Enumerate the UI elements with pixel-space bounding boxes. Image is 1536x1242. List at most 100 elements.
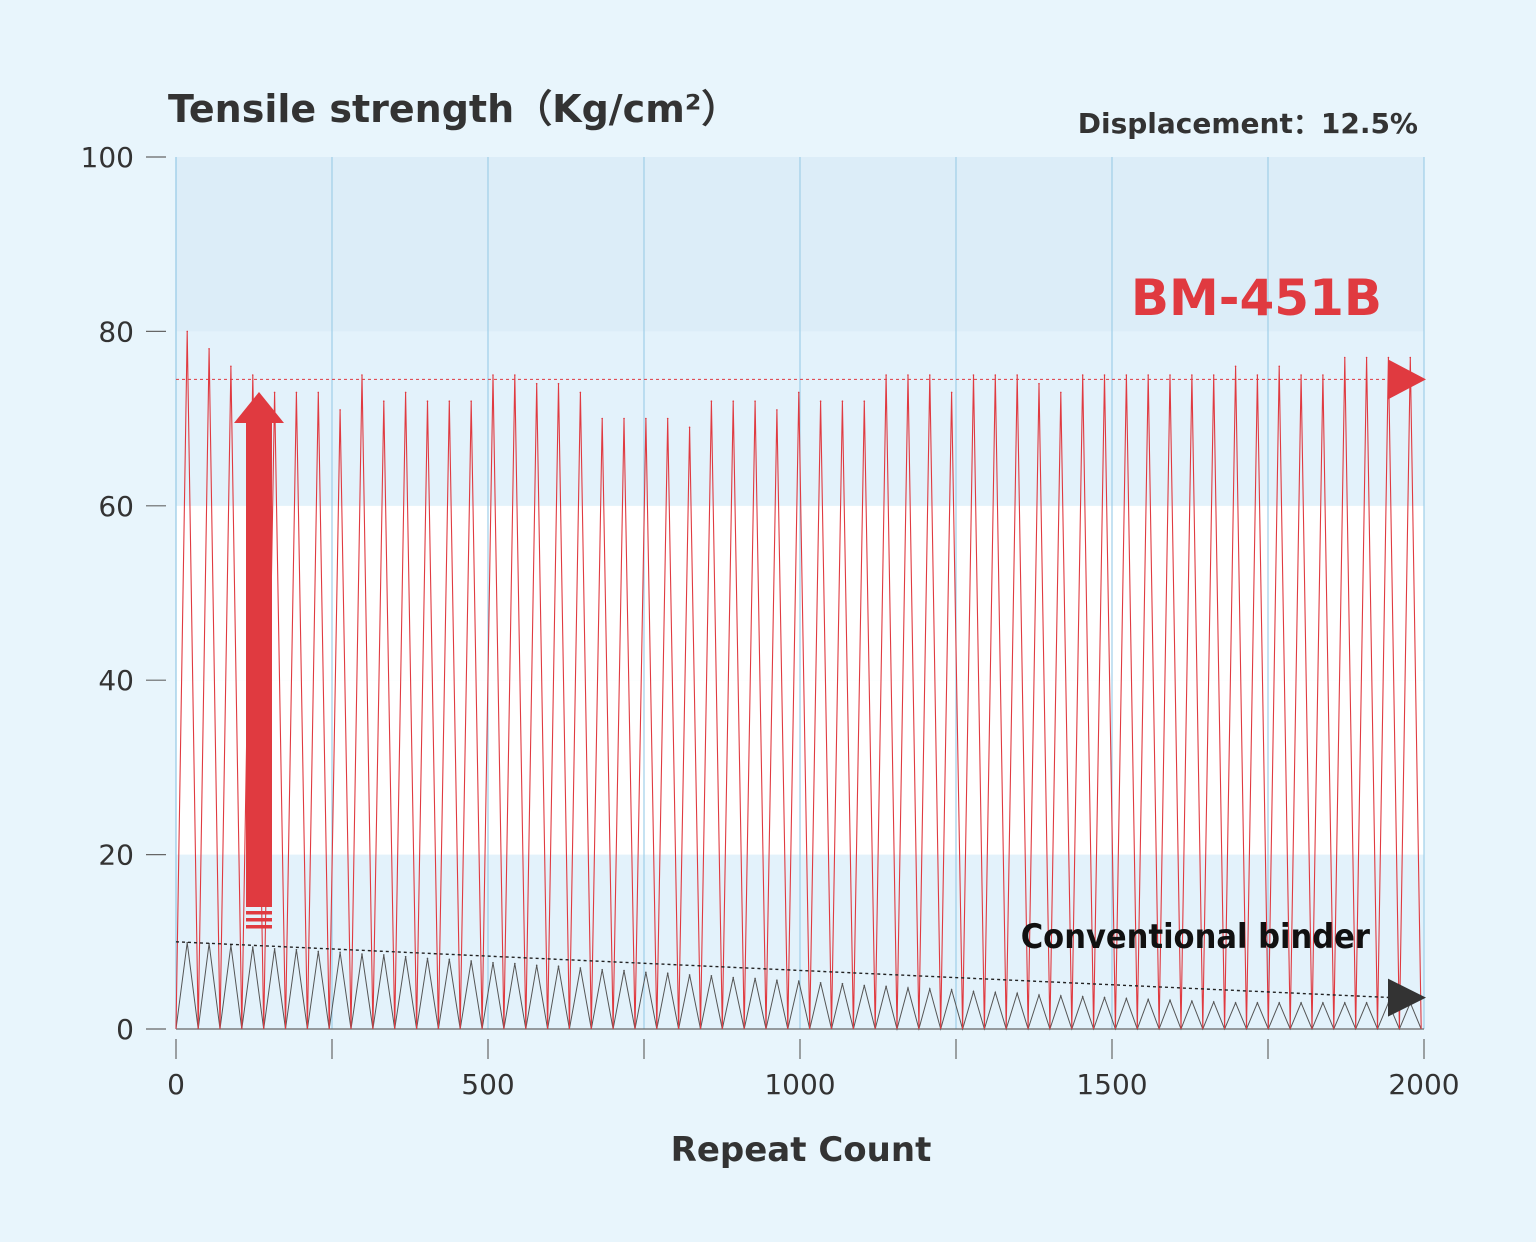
bm-451b-point xyxy=(666,417,669,420)
conventional-binder-point xyxy=(688,974,691,976)
conventional-binder-label: Conventional binder xyxy=(1021,917,1371,957)
conventional-binder-point xyxy=(470,960,472,962)
bm-451b-point xyxy=(1387,356,1390,359)
bm-451b-point xyxy=(928,374,931,376)
x-axis-title: Repeat Count xyxy=(671,1130,932,1170)
bm-451b-point xyxy=(273,391,276,394)
x-tick-label: 2000 xyxy=(1388,1068,1459,1101)
conventional-binder-point xyxy=(1322,1002,1324,1004)
conventional-binder-point xyxy=(885,985,887,988)
x-tick-label: 1500 xyxy=(1076,1068,1147,1101)
bm-451b-point xyxy=(230,365,232,368)
conventional-binder-point xyxy=(535,964,538,967)
conventional-binder-point xyxy=(797,980,800,982)
conventional-binder-point xyxy=(382,954,385,956)
bm-451b-point xyxy=(907,374,909,376)
bm-451b-point xyxy=(514,374,516,376)
bm-451b-point xyxy=(1256,374,1259,376)
bm-451b-point xyxy=(1343,356,1346,359)
conventional-binder-point xyxy=(579,967,582,969)
improvement-arrow-head xyxy=(234,392,284,423)
bm-451b-point xyxy=(710,400,713,402)
bm-451b-point xyxy=(1322,374,1324,376)
conventional-binder-point xyxy=(623,969,625,972)
conventional-binder-point xyxy=(295,948,298,951)
conventional-binder-point xyxy=(645,971,647,974)
bm-451b-point xyxy=(1060,391,1062,394)
conventional-binder-point xyxy=(1038,994,1040,996)
gridlines xyxy=(175,157,1425,1029)
conventional-binder-point xyxy=(1212,1001,1215,1003)
bm-451b-point xyxy=(1191,374,1193,376)
conventional-binder-point xyxy=(1234,1002,1237,1004)
bm-451b-point xyxy=(1409,356,1412,359)
y-tick-label: 20 xyxy=(98,839,134,872)
bm-451b-point xyxy=(186,330,189,333)
bm-451b-point xyxy=(1081,374,1084,376)
conventional-binder-point xyxy=(732,976,735,979)
bm-451b-point xyxy=(1125,374,1128,376)
decorations xyxy=(175,359,1426,1017)
y-tick-label: 60 xyxy=(98,490,134,523)
conventional-binder-point xyxy=(317,950,320,953)
conventional-binder-point xyxy=(557,965,560,968)
conventional-binder-point xyxy=(950,988,953,991)
conventional-binder-point xyxy=(710,975,713,977)
bm-451b-point xyxy=(688,426,691,429)
conventional-binder-point xyxy=(1125,997,1128,1000)
conventional-binder-point xyxy=(1300,1002,1302,1004)
conventional-binder-point xyxy=(1191,1000,1193,1002)
bm-451b-point xyxy=(972,374,975,376)
bm-451b-point xyxy=(885,374,887,376)
conventional-binder-point xyxy=(928,988,931,990)
conventional-binder-point xyxy=(666,972,669,974)
conventional-binder-point xyxy=(1016,992,1018,995)
bm-451b-point xyxy=(404,391,407,394)
conventional-binder-point xyxy=(994,991,997,994)
conventional-binder-point xyxy=(1365,1002,1368,1004)
conventional-binder-point xyxy=(601,968,603,971)
bm-451b-point xyxy=(623,417,625,420)
conventional-binder-point xyxy=(1060,995,1062,997)
y-axis-title: Tensile strength（Kg/cm²） xyxy=(168,87,739,131)
bm-451b-point xyxy=(448,400,451,402)
conventional-binder-point xyxy=(404,955,407,958)
bm-451b-point xyxy=(863,400,866,402)
bm-451b-point xyxy=(208,348,210,350)
y-tick-label: 40 xyxy=(98,664,134,697)
improvement-arrow-stripe-0 xyxy=(246,911,272,915)
conventional-binder-point xyxy=(448,958,451,961)
bm-451b-point xyxy=(361,374,363,376)
bm-451b-point xyxy=(732,400,735,402)
displacement-note: Displacement：12.5% xyxy=(1078,107,1418,140)
conventional-binder-point xyxy=(1278,1002,1281,1004)
bm-451b-label: BM-451B xyxy=(1131,269,1382,327)
conventional-binder-point xyxy=(251,946,254,948)
bm-451b-point xyxy=(601,417,603,420)
conventional-binder-point xyxy=(1147,998,1149,1001)
y-tick-label: 0 xyxy=(116,1013,134,1046)
conventional-binder-point xyxy=(776,979,778,981)
conventional-binder-point xyxy=(1256,1002,1259,1004)
bm-451b-point xyxy=(776,409,778,411)
x-tick-label: 1000 xyxy=(764,1068,835,1101)
conventional-binder-point xyxy=(514,962,516,965)
bm-451b-point xyxy=(754,400,756,402)
bm-451b-point xyxy=(535,382,538,385)
bm-451b-point xyxy=(950,391,953,394)
y-tick-label: 100 xyxy=(81,141,134,174)
bm-451b-point xyxy=(317,391,320,394)
improvement-arrow-stripe-2 xyxy=(246,925,272,929)
conventional-binder-point xyxy=(841,982,844,985)
conventional-binder-trend-line xyxy=(175,941,1393,999)
conventional-binder-point xyxy=(339,951,341,954)
bm-451b-point xyxy=(382,400,385,402)
conventional-binder-point xyxy=(361,953,363,955)
bm-451b-point xyxy=(1365,356,1368,359)
conventional-binder-arrow-marker xyxy=(1388,978,1426,1017)
bm-451b-point xyxy=(645,417,647,420)
bm-451b-point xyxy=(1169,374,1171,376)
